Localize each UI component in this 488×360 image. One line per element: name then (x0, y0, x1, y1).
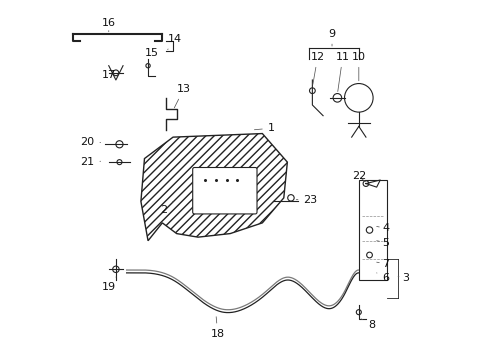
Text: 16: 16 (102, 18, 116, 32)
Text: 1: 1 (254, 123, 274, 133)
Text: 21: 21 (80, 157, 101, 167)
Text: 3: 3 (397, 273, 408, 283)
Text: 20: 20 (80, 138, 101, 148)
Text: 4: 4 (376, 223, 388, 233)
Text: 17: 17 (102, 69, 116, 80)
Text: 2: 2 (160, 202, 173, 215)
Text: 12: 12 (310, 52, 324, 84)
Text: 8: 8 (361, 319, 374, 330)
Bar (358, 180, 386, 280)
Text: 18: 18 (210, 317, 224, 339)
Text: 9: 9 (328, 28, 335, 46)
Text: 15: 15 (144, 48, 158, 64)
FancyBboxPatch shape (192, 167, 257, 214)
Text: 14: 14 (167, 34, 182, 50)
Text: 6: 6 (376, 273, 388, 283)
Text: 7: 7 (376, 259, 388, 269)
Text: 11: 11 (335, 52, 349, 91)
Text: 19: 19 (102, 277, 116, 292)
Text: 22: 22 (351, 171, 365, 182)
Text: 23: 23 (296, 195, 317, 204)
Text: 5: 5 (376, 238, 388, 248)
Text: 13: 13 (174, 84, 190, 108)
Text: 10: 10 (351, 52, 365, 81)
